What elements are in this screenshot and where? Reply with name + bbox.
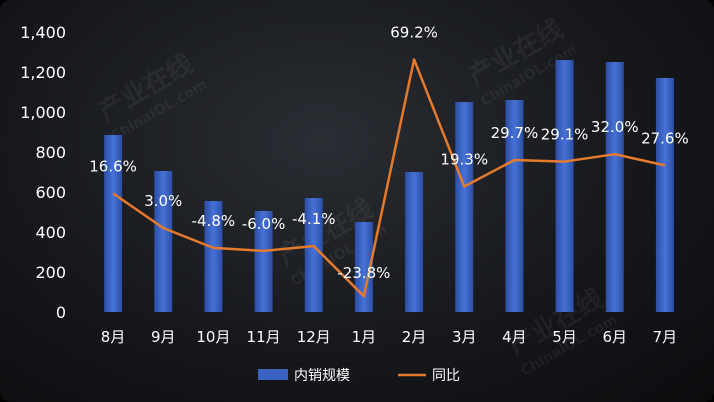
line-data-label: 27.6%: [641, 129, 689, 147]
line-series: [112, 58, 666, 298]
bar-series: [104, 60, 674, 312]
y-tick-label: 1,200: [20, 63, 66, 82]
line-data-label: 16.6%: [89, 157, 137, 175]
y-tick-label: 400: [35, 223, 66, 242]
x-tick-label: 2月: [402, 328, 427, 346]
line-data-labels: 16.6% 3.0% -4.8% -6.0% -4.1% -23.8% 69.2% 19.3%…: [89, 23, 688, 282]
bar: [405, 172, 424, 312]
bar: [555, 60, 574, 312]
legend-item-line: 同比: [398, 368, 460, 384]
bar: [354, 222, 373, 312]
line-data-label: 29.7%: [491, 124, 539, 142]
bar: [254, 211, 273, 312]
x-tick-label: 11月: [247, 328, 281, 346]
line-data-label: -23.8%: [337, 264, 390, 282]
x-tick-label: 8月: [101, 328, 126, 346]
x-tick-label: 6月: [602, 328, 627, 346]
y-tick-label: 200: [35, 263, 66, 282]
y-tick-label: 600: [35, 183, 66, 202]
line-data-label: 32.0%: [591, 118, 639, 136]
bar: [204, 201, 223, 312]
line-data-label: 69.2%: [390, 23, 438, 41]
y-tick-label: 1,000: [20, 103, 66, 122]
x-tick-label: 10月: [196, 328, 230, 346]
legend-label-line: 同比: [432, 368, 460, 384]
line-data-label: -4.8%: [192, 212, 236, 230]
line-data-label: -6.0%: [242, 215, 286, 233]
y-tick-label: 800: [35, 143, 66, 162]
y-tick-label: 0: [56, 303, 66, 322]
line-path: [112, 58, 666, 298]
x-tick-label: 7月: [653, 328, 678, 346]
x-axis: 8月 9月 10月 11月 12月 1月 2月 3月 4月 5月 6月 7月: [101, 328, 677, 346]
bar: [505, 100, 524, 312]
line-data-label: 19.3%: [440, 151, 488, 169]
line-data-label: -4.1%: [292, 210, 336, 228]
bar: [104, 135, 123, 312]
x-tick-label: 3月: [452, 328, 477, 346]
line-data-label: 29.1%: [541, 126, 589, 144]
bar: [655, 78, 674, 312]
bar: [304, 198, 323, 312]
y-axis: 0 200 400 600 800 1,000 1,200 1,400: [20, 23, 66, 322]
bar: [154, 171, 173, 312]
y-tick-label: 1,400: [20, 23, 66, 42]
x-tick-label: 9月: [151, 328, 176, 346]
legend-label-bar: 内销规模: [294, 368, 350, 384]
x-tick-label: 5月: [552, 328, 577, 346]
legend-swatch-bar: [258, 369, 288, 380]
bar: [605, 62, 624, 312]
bar: [455, 102, 474, 312]
legend-item-bar: 内销规模: [258, 368, 350, 384]
legend: 内销规模 同比: [258, 368, 460, 384]
x-tick-label: 1月: [352, 328, 377, 346]
line-data-label: 3.0%: [144, 192, 182, 210]
x-tick-label: 4月: [502, 328, 527, 346]
x-tick-label: 12月: [297, 328, 331, 346]
